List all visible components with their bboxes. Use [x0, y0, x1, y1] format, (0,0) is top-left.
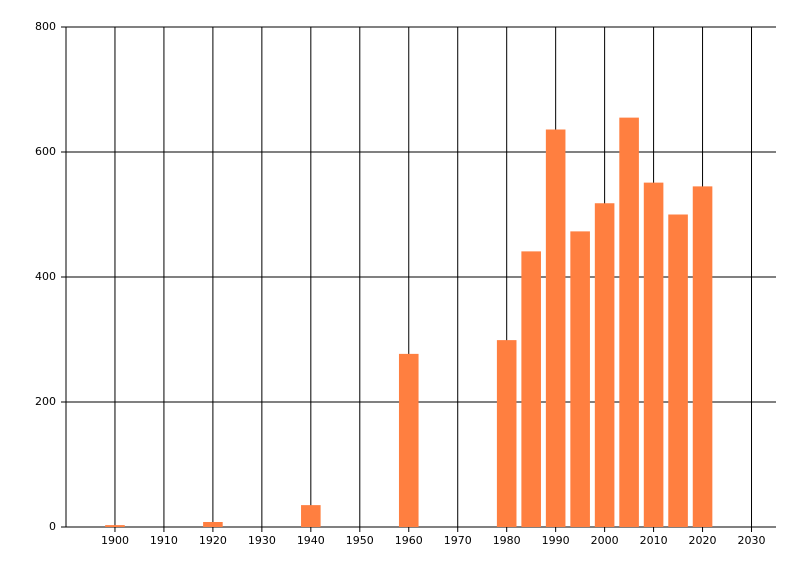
- bar: [398, 353, 419, 527]
- x-tick-label: 1950: [346, 534, 374, 547]
- bar: [521, 251, 541, 527]
- bar: [643, 182, 664, 527]
- bar: [619, 117, 639, 527]
- x-tick-label: 2030: [738, 534, 766, 547]
- y-tick-label: 800: [35, 20, 56, 33]
- x-tick-label: 2000: [591, 534, 619, 547]
- y-tick-label: 200: [35, 395, 56, 408]
- bar: [496, 340, 517, 527]
- y-tick-label: 0: [49, 520, 56, 533]
- bar: [570, 231, 590, 527]
- x-tick-label: 1930: [248, 534, 276, 547]
- x-tick-label: 1990: [542, 534, 570, 547]
- x-tick-label: 1970: [444, 534, 472, 547]
- bar: [545, 129, 566, 527]
- bar: [301, 505, 321, 527]
- bar: [105, 525, 125, 527]
- bar: [594, 203, 615, 527]
- x-tick-label: 2010: [640, 534, 668, 547]
- bar: [203, 522, 223, 527]
- bar: [668, 214, 688, 527]
- x-tick-label: 1960: [395, 534, 423, 547]
- x-tick-label: 1920: [199, 534, 227, 547]
- x-tick-label: 1910: [150, 534, 178, 547]
- x-tick-label: 1980: [493, 534, 521, 547]
- y-tick-label: 400: [35, 270, 56, 283]
- y-tick-label: 600: [35, 145, 56, 158]
- x-tick-label: 1940: [297, 534, 325, 547]
- x-tick-label: 1900: [101, 534, 129, 547]
- x-tick-label: 2020: [689, 534, 717, 547]
- bar: [692, 186, 713, 527]
